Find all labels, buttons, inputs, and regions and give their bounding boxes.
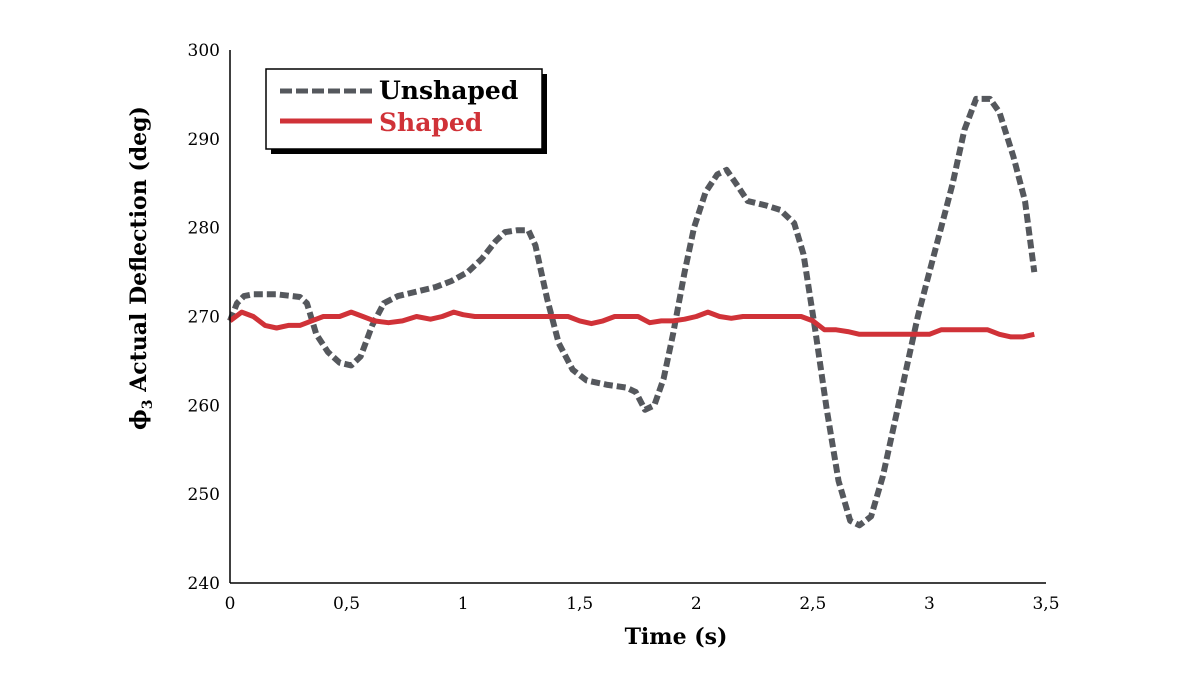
y-tick-label: 270 [188, 308, 220, 328]
x-tick-label: 0,5 [333, 594, 360, 614]
y-axis-ticks: 240 250 260 270 280 290 300 [188, 41, 220, 594]
x-tick-label: 0 [225, 594, 236, 614]
x-tick-label: 2 [691, 594, 702, 614]
legend-label-unshaped: Unshaped [379, 76, 518, 105]
y-tick-label: 240 [188, 574, 220, 594]
y-axis-title-subscript: 3 [140, 399, 156, 409]
plot-lines [227, 95, 1038, 529]
legend-box [265, 68, 543, 150]
x-tick-label: 3,5 [1032, 594, 1059, 614]
y-tick-label: 300 [188, 41, 220, 61]
y-axis-title-symbol: ϕ [126, 409, 152, 430]
y-axis-title: ϕ3 Actual Deflection (deg) [126, 106, 156, 430]
x-axis-title: Time (s) [625, 624, 728, 650]
x-tick-label: 1 [458, 594, 469, 614]
x-axis-ticks: 0 0,5 1 1,5 2 2,5 3 3,5 [225, 594, 1060, 614]
y-axis-title-text: Actual Deflection (deg) [126, 106, 152, 399]
x-tick-label: 1,5 [566, 594, 593, 614]
y-tick-label: 260 [188, 396, 220, 416]
x-tick-label: 3 [924, 594, 935, 614]
y-tick-label: 250 [188, 485, 220, 505]
legend-label-shaped: Shaped [379, 108, 482, 137]
y-tick-label: 290 [188, 130, 220, 150]
series-line-shaped [228, 309, 1035, 340]
legend: Unshaped Shaped [265, 68, 547, 154]
series-line-unshaped [227, 95, 1038, 529]
x-tick-label: 2,5 [799, 594, 826, 614]
y-tick-label: 280 [188, 219, 220, 239]
